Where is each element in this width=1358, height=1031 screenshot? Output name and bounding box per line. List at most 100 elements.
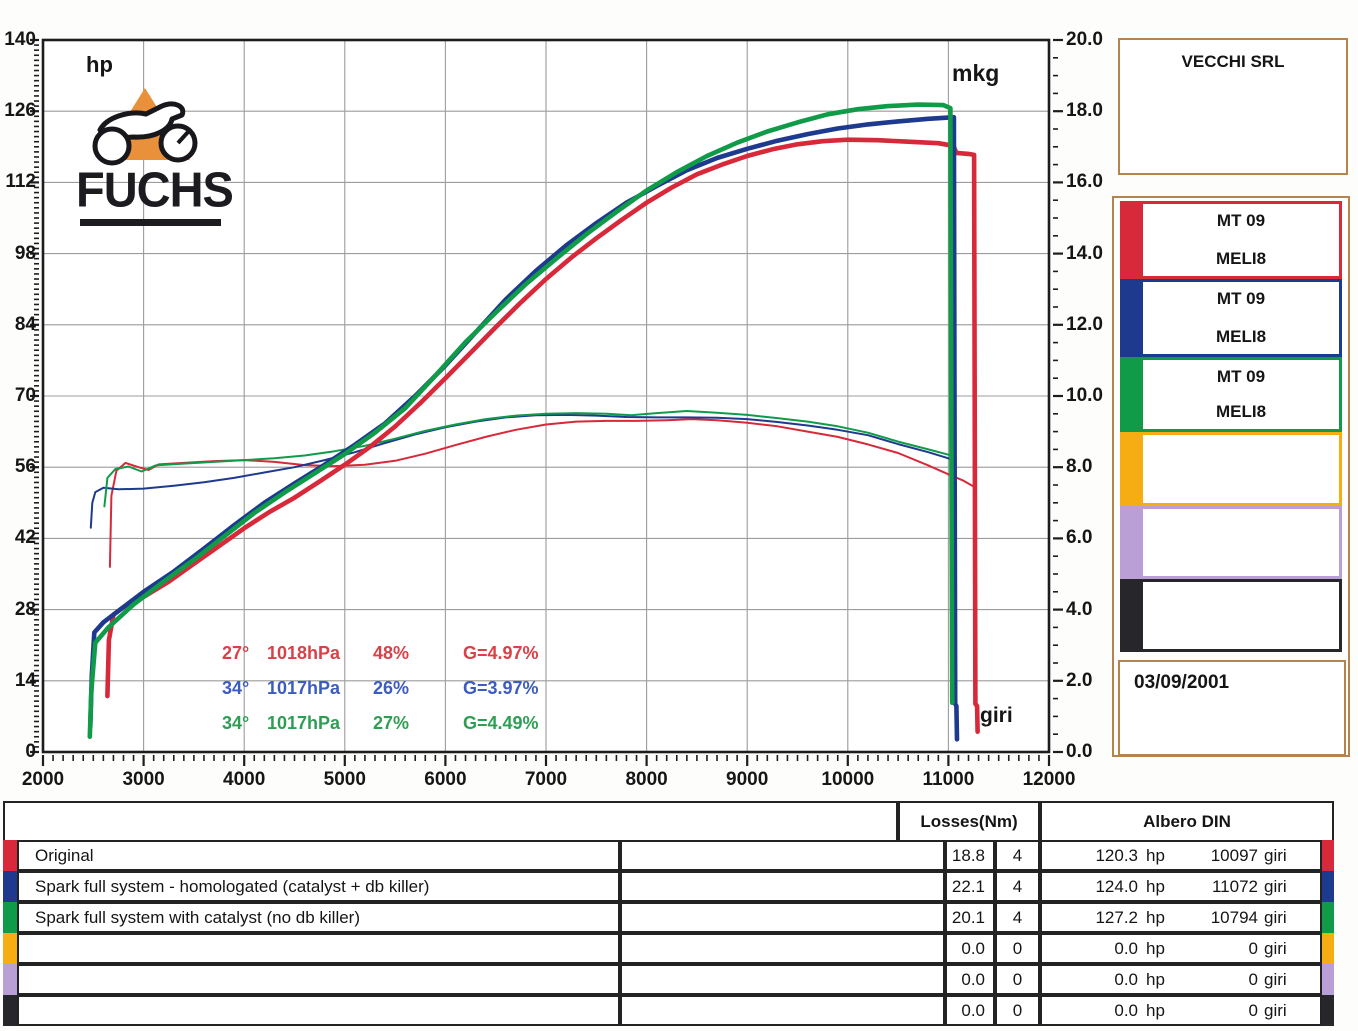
row-rpm-unit: giri: [1264, 1000, 1287, 1020]
row-loss-nm: 22.1: [945, 871, 995, 902]
hp-axis-label: hp: [86, 52, 113, 77]
annotation-row-1: 27° 1018hPa 48% G=4.97%: [222, 636, 539, 671]
rpm-tick-7000: 7000: [524, 769, 568, 790]
hp-tick-0: 0: [25, 741, 36, 762]
rpm-tick-5000: 5000: [323, 769, 366, 790]
row-rpm-unit: giri: [1264, 938, 1287, 958]
anno-temp: 34°: [222, 678, 250, 698]
rpm-tick-3000: 3000: [122, 769, 165, 790]
mkg-tick-16.0: 16.0: [1066, 171, 1103, 193]
rpm-tick-8000: 8000: [625, 769, 668, 790]
row-max-power: 0.0: [1114, 969, 1138, 989]
legend-model-name: MT 09: [1216, 289, 1266, 308]
row-config-label: Spark full system - homologated (catalys…: [17, 871, 620, 902]
anno-g: G=3.97%: [463, 678, 539, 698]
anno-hum: 27%: [373, 713, 410, 733]
legend-color-stripe: [1123, 282, 1143, 354]
hp-tick-70: 70: [14, 385, 36, 406]
mkg-tick-0.0: 0.0: [1066, 741, 1093, 762]
rpm-tick-4000: 4000: [223, 769, 266, 790]
hp-tick-140: 140: [4, 29, 36, 50]
row-color-stripe-right: [1322, 871, 1334, 902]
row-power-unit: hp: [1146, 938, 1165, 958]
rpm-tick-10000: 10000: [821, 769, 875, 790]
legend-model-code: MELI8: [1215, 249, 1267, 268]
row-max-power: 127.2: [1095, 907, 1138, 927]
legend-model-name: MT 09: [1216, 367, 1266, 386]
hp-tick-56: 56: [14, 456, 36, 478]
mkg-tick-14.0: 14.0: [1066, 242, 1103, 264]
legend-model-code: MELI8: [1215, 402, 1267, 421]
row-color-stripe-right: [1322, 964, 1334, 995]
anno-press: 1018hPa: [267, 643, 341, 663]
legend-model-code: MELI8: [1215, 327, 1267, 346]
row-loss-count: 0: [995, 964, 1040, 995]
test-date: 03/09/2001: [1134, 672, 1230, 693]
rpm-tick-9000: 9000: [726, 769, 769, 790]
rpm-tick-6000: 6000: [424, 769, 467, 790]
row-loss-nm: 0.0: [945, 995, 995, 1026]
table-header-albero-din: Albero DIN: [1040, 801, 1334, 842]
row-max-power-rpm: 0: [1248, 938, 1258, 958]
rpm-tick-12000: 12000: [1022, 769, 1076, 790]
hp-tick-126: 126: [4, 100, 36, 122]
row-max-power-rpm: 0: [1248, 969, 1258, 989]
row-max-power-rpm: 10097: [1210, 845, 1258, 865]
row-rpm-unit: giri: [1264, 876, 1287, 896]
hp-tick-98: 98: [14, 242, 36, 264]
row-albero-din: 120.3 hp 10097 giri: [1040, 840, 1322, 871]
legend-box-3: MT 09 MELI8: [1120, 357, 1342, 432]
anno-press: 1017hPa: [267, 713, 341, 733]
legend-model-boxes: MT 09 MELI8 MT 09 MELI8 MT 09 MELI8: [1120, 201, 1342, 652]
mkg-tick-2.0: 2.0: [1066, 669, 1093, 691]
row-loss-nm: 0.0: [945, 964, 995, 995]
fuchs-logo-text: FUCHS: [76, 161, 234, 218]
hp-tick-112: 112: [5, 171, 36, 193]
row-empty-cell: [620, 840, 945, 871]
company-box: VECCHI SRL: [1118, 38, 1348, 175]
row-rpm-unit: giri: [1264, 907, 1287, 927]
row-config-label: Spark full system with catalyst (no db k…: [17, 902, 620, 933]
hp-tick-84: 84: [14, 313, 36, 335]
row-empty-cell: [620, 871, 945, 902]
row-config-label: [17, 995, 620, 1026]
anno-g: G=4.49%: [463, 713, 539, 733]
row-max-power: 0.0: [1114, 938, 1138, 958]
anno-press: 1017hPa: [267, 678, 341, 698]
row-loss-count: 4: [995, 840, 1040, 871]
row-color-stripe-left: [3, 840, 17, 871]
row-rpm-unit: giri: [1264, 845, 1287, 865]
anno-hum: 26%: [373, 678, 410, 698]
date-box: 03/09/2001: [1118, 660, 1346, 756]
row-loss-count: 0: [995, 933, 1040, 964]
row-max-power: 124.0: [1095, 876, 1138, 896]
company-name: VECCHI SRL: [1181, 52, 1285, 71]
anno-hum: 48%: [373, 643, 410, 663]
rpm-tick-2000: 2000: [21, 769, 65, 790]
row-color-stripe-right: [1322, 902, 1334, 933]
row-loss-nm: 20.1: [945, 902, 995, 933]
weather-correction-annotations: 27° 1018hPa 48% G=4.97% 34° 1017hPa 26% G=3.97%…: [222, 636, 539, 741]
anno-g: G=4.97%: [463, 643, 539, 663]
row-max-power: 0.0: [1114, 1000, 1138, 1020]
mkg-tick-10.0: 10.0: [1066, 385, 1103, 406]
anno-temp: 27°: [222, 643, 250, 663]
mkg-axis-label: mkg: [952, 60, 1000, 86]
rpm-tick-11000: 11000: [922, 769, 975, 790]
row-loss-count: 0: [995, 995, 1040, 1026]
row-albero-din: 0.0 hp 0 giri: [1040, 964, 1322, 995]
row-albero-din: 0.0 hp 0 giri: [1040, 995, 1322, 1026]
table-header-losses: Losses(Nm): [898, 801, 1040, 842]
row-color-stripe-right: [1322, 995, 1334, 1026]
curve-spark-full-system-with-catalyst-power: [87, 102, 955, 739]
mkg-tick-4.0: 4.0: [1066, 598, 1093, 620]
legend-box-4: [1120, 432, 1342, 506]
row-config-label: [17, 964, 620, 995]
row-color-stripe-left: [3, 933, 17, 964]
mkg-tick-6.0: 6.0: [1066, 527, 1093, 549]
row-power-unit: hp: [1146, 1000, 1165, 1020]
row-power-unit: hp: [1146, 969, 1165, 989]
row-albero-din: 0.0 hp 0 giri: [1040, 933, 1322, 964]
